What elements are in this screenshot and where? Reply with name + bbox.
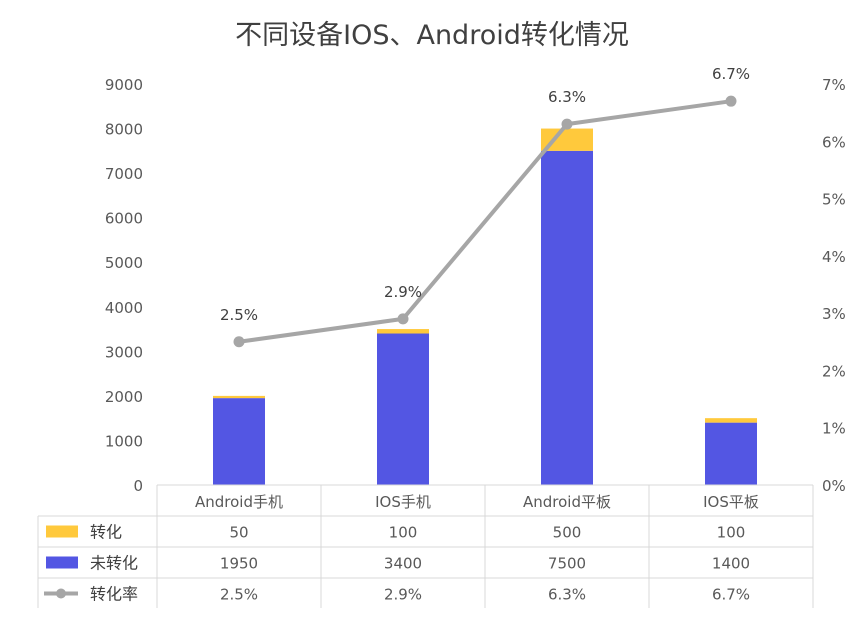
y-left-tick-label: 8000: [105, 121, 143, 139]
bar-unconverted: [377, 333, 429, 485]
bar-unconverted: [213, 398, 265, 485]
y-right-tick-label: 4%: [822, 248, 846, 266]
table-cell: 6.7%: [712, 586, 750, 604]
conversion-rate-point: [397, 313, 409, 325]
conversion-rate-point: [561, 118, 573, 130]
y-left-tick-label: 4000: [105, 299, 143, 317]
bar-converted: [377, 329, 429, 334]
y-left-tick-label: 7000: [105, 165, 143, 183]
table-cell: 2.9%: [384, 586, 422, 604]
conversion-rate-data-label: 6.3%: [548, 88, 586, 106]
chart-title: 不同设备IOS、Android转化情况: [235, 20, 629, 51]
table-cell: 7500: [548, 555, 586, 573]
bar-converted: [213, 395, 265, 399]
table-cell: 3400: [384, 555, 422, 573]
y-right-tick-label: 1%: [822, 420, 846, 438]
y-left-tick-label: 0: [133, 477, 143, 495]
conversion-rate-line: [238, 99, 732, 344]
legend-key-marker: [56, 588, 66, 599]
legend-key-swatch: [46, 525, 78, 538]
table-cell: 6.3%: [548, 586, 586, 604]
bar-unconverted: [705, 422, 757, 485]
y-right-tick-label: 2%: [822, 362, 846, 380]
legend-key-swatch: [46, 556, 78, 569]
table-cell: 500: [553, 524, 582, 542]
conversion-rate-point: [725, 95, 737, 107]
bar-converted: [705, 418, 757, 423]
table-cell: 100: [717, 524, 746, 542]
x-category-label: Android平板: [523, 493, 611, 511]
table-cell: 1950: [220, 555, 258, 573]
bar-converted: [541, 128, 593, 151]
y-right-tick-label: 5%: [822, 191, 846, 209]
y-right-tick-label: 3%: [822, 305, 846, 323]
y-left-tick-label: 2000: [105, 388, 143, 406]
table-row-label: 未转化: [90, 554, 138, 573]
y-left-tick-label: 5000: [105, 254, 143, 272]
x-category-label: Android手机: [195, 493, 283, 511]
table-cell: 1400: [712, 555, 750, 573]
conversion-rate-point: [233, 336, 245, 348]
conversion-rate-data-label: 2.9%: [384, 283, 422, 301]
y-left-tick-label: 9000: [105, 76, 143, 94]
table-cell: 50: [229, 524, 248, 542]
table-cell: 100: [389, 524, 418, 542]
bar-unconverted: [541, 150, 593, 486]
y-left-tick-label: 3000: [105, 343, 143, 361]
y-right-tick-label: 6%: [822, 133, 846, 151]
y-right-tick-label: 0%: [822, 477, 846, 495]
x-category-label: IOS手机: [375, 493, 431, 511]
table-row-label: 转化: [90, 523, 122, 542]
y-left-tick-label: 1000: [105, 432, 143, 450]
table-cell: 2.5%: [220, 586, 258, 604]
table-row-label: 转化率: [90, 585, 138, 604]
conversion-rate-data-label: 6.7%: [712, 65, 750, 83]
y-right-tick-label: 7%: [822, 76, 846, 94]
y-left-tick-label: 6000: [105, 210, 143, 228]
conversion-rate-data-label: 2.5%: [220, 306, 258, 324]
x-category-label: IOS平板: [703, 493, 759, 511]
